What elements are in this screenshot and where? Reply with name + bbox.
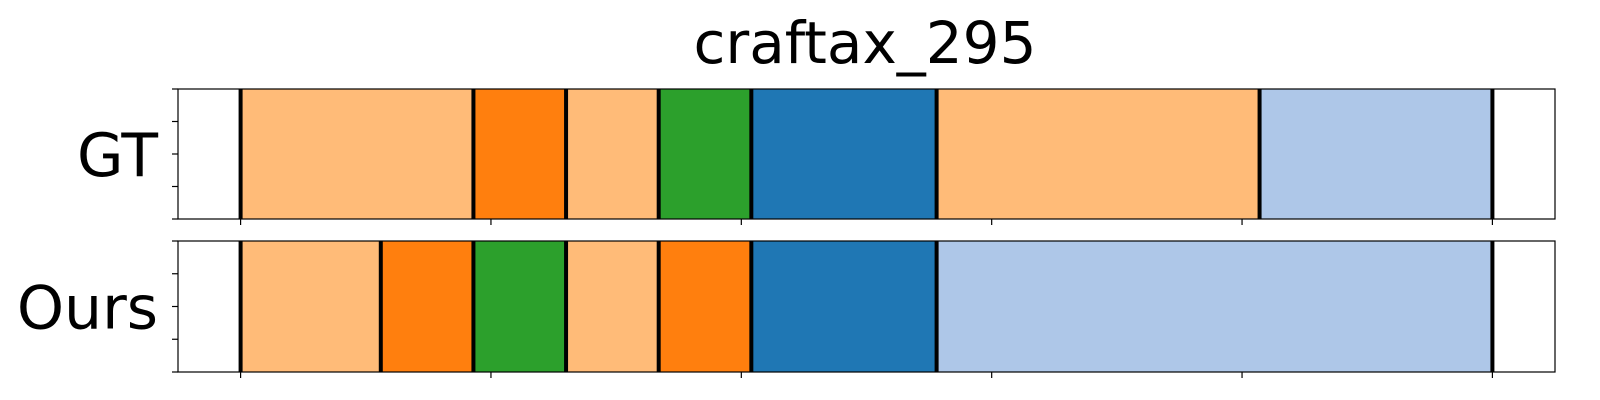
- segment-bar: [658, 241, 752, 372]
- segment-bar: [473, 89, 567, 219]
- segment-bar: [380, 241, 474, 372]
- segment-bar: [936, 89, 1260, 219]
- segment-bar: [566, 89, 659, 219]
- chart-title: craftax_295: [694, 9, 1037, 77]
- rows-layer: GT Ours: [17, 88, 1556, 378]
- segment-bar: [240, 241, 381, 372]
- row-label: GT: [77, 121, 158, 191]
- segment-bar: [240, 89, 474, 219]
- segment-bar: [751, 89, 937, 219]
- segment-bar: [566, 241, 659, 372]
- segment-bar: [473, 241, 567, 372]
- segment-bar: [658, 89, 752, 219]
- row-label: Ours: [17, 274, 158, 344]
- row-ours: Ours: [17, 240, 1556, 378]
- segment-bar: [1259, 89, 1493, 219]
- row-gt: GT: [77, 88, 1556, 225]
- segment-bar: [936, 241, 1493, 372]
- segment-bar: [751, 241, 937, 372]
